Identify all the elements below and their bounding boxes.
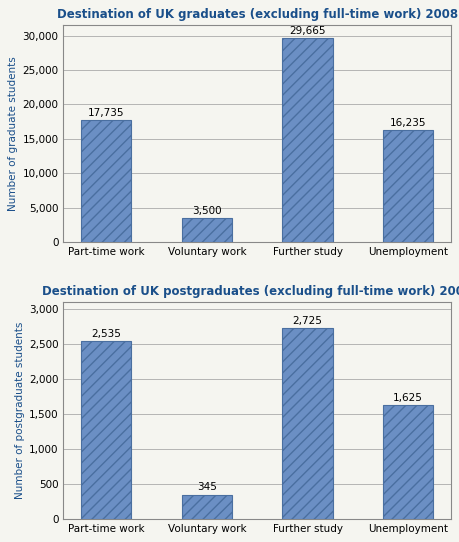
Text: 1,625: 1,625	[392, 393, 422, 403]
Bar	[81, 120, 131, 242]
Bar	[282, 38, 332, 242]
Bar	[81, 341, 131, 519]
Bar	[181, 218, 232, 242]
Text: 17,735: 17,735	[88, 108, 124, 118]
Title: Destination of UK postgraduates (excluding full-time work) 2008: Destination of UK postgraduates (excludi…	[42, 285, 459, 298]
Text: 16,235: 16,235	[389, 118, 425, 128]
Bar	[181, 495, 232, 519]
Title: Destination of UK graduates (excluding full-time work) 2008: Destination of UK graduates (excluding f…	[56, 8, 457, 21]
Text: 2,725: 2,725	[292, 316, 322, 326]
Y-axis label: Number of postgraduate students: Number of postgraduate students	[15, 321, 25, 499]
Y-axis label: Number of graduate students: Number of graduate students	[8, 56, 18, 211]
Bar	[282, 328, 332, 519]
Text: 2,535: 2,535	[91, 329, 121, 339]
Bar	[382, 131, 432, 242]
Bar	[382, 405, 432, 519]
Text: 29,665: 29,665	[289, 26, 325, 36]
Text: 345: 345	[196, 482, 216, 493]
Text: 3,500: 3,500	[192, 206, 221, 216]
